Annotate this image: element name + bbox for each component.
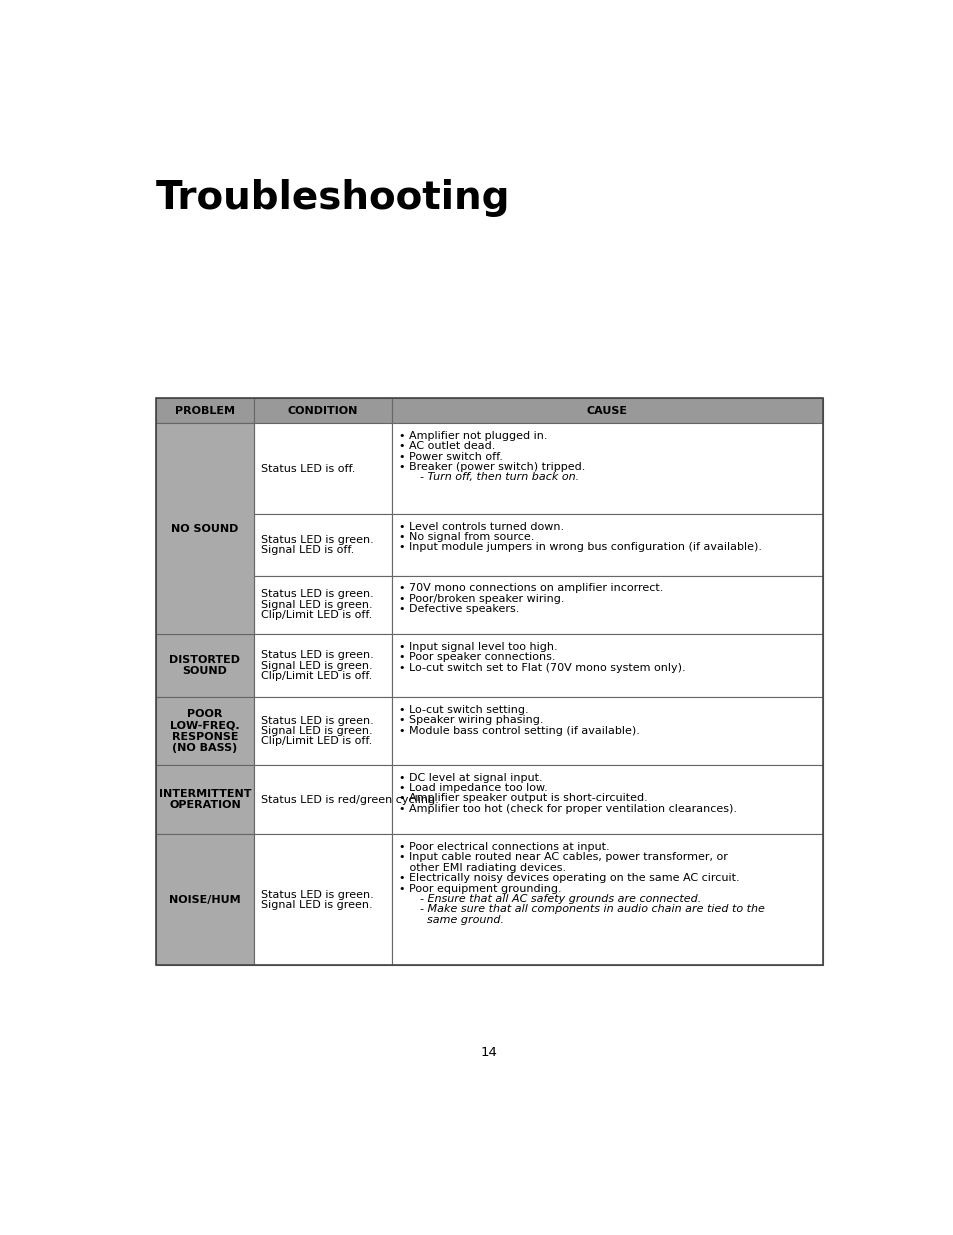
Text: • Lo-cut switch set to Flat (70V mono system only).: • Lo-cut switch set to Flat (70V mono sy… [398,662,685,673]
Text: • Input cable routed near AC cables, power transformer, or: • Input cable routed near AC cables, pow… [398,852,727,862]
Text: • Speaker wiring phasing.: • Speaker wiring phasing. [398,715,543,725]
Text: CONDITION: CONDITION [288,406,358,416]
Bar [155,424,253,514]
Text: POOR
LOW-FREQ.
RESPONSE
(NO BASS): POOR LOW-FREQ. RESPONSE (NO BASS) [170,709,239,753]
Bar [155,576,253,634]
Text: • Poor/broken speaker wiring.: • Poor/broken speaker wiring. [398,594,564,604]
Text: Status LED is green.: Status LED is green. [261,589,374,599]
Text: - Turn off, then turn back on.: - Turn off, then turn back on. [398,472,578,483]
Text: • Breaker (power switch) tripped.: • Breaker (power switch) tripped. [398,462,585,472]
Text: NO SOUND: NO SOUND [171,524,238,534]
Text: other EMI radiating devices.: other EMI radiating devices. [398,863,565,873]
Bar [392,764,822,835]
Text: • 70V mono connections on amplifier incorrect.: • 70V mono connections on amplifier inco… [398,583,662,593]
Text: • Poor equipment grounding.: • Poor equipment grounding. [398,883,561,894]
Bar [392,514,822,576]
Text: • Electrically noisy devices operating on the same AC circuit.: • Electrically noisy devices operating o… [398,873,739,883]
Text: 14: 14 [480,1046,497,1060]
Text: Troubleshooting: Troubleshooting [155,179,510,217]
Text: Status LED is red/green cycling.: Status LED is red/green cycling. [261,794,438,805]
Text: Clip/Limit LED is off.: Clip/Limit LED is off. [261,736,372,746]
Bar [155,835,253,966]
Bar [253,424,392,514]
Bar [392,698,822,764]
Text: NOISE/HUM: NOISE/HUM [169,894,240,905]
Bar [253,514,392,576]
Text: • Load impedance too low.: • Load impedance too low. [398,783,547,793]
Text: • Power switch off.: • Power switch off. [398,452,502,462]
Text: • AC outlet dead.: • AC outlet dead. [398,441,495,451]
Bar [392,399,822,424]
Text: CAUSE: CAUSE [586,406,627,416]
Bar [155,514,253,576]
Bar [155,634,253,698]
Text: • Amplifier speaker output is short-circuited.: • Amplifier speaker output is short-circ… [398,793,647,804]
Text: Signal LED is green.: Signal LED is green. [261,726,373,736]
Bar [253,634,392,698]
Text: • DC level at signal input.: • DC level at signal input. [398,773,542,783]
Bar [253,698,392,764]
Bar [392,634,822,698]
Text: Clip/Limit LED is off.: Clip/Limit LED is off. [261,610,372,620]
Bar [253,764,392,835]
Bar [392,835,822,966]
Text: • Level controls turned down.: • Level controls turned down. [398,521,563,531]
Text: Status LED is green.: Status LED is green. [261,889,374,899]
Text: • Amplifier not plugged in.: • Amplifier not plugged in. [398,431,547,441]
Text: Status LED is off.: Status LED is off. [261,463,355,473]
Text: Signal LED is green.: Signal LED is green. [261,900,373,910]
Bar [155,698,253,764]
Text: Status LED is green.: Status LED is green. [261,716,374,726]
Bar [155,764,253,835]
Text: PROBLEM: PROBLEM [174,406,234,416]
Text: Status LED is green.: Status LED is green. [261,651,374,661]
Text: • Input module jumpers in wrong bus configuration (if available).: • Input module jumpers in wrong bus conf… [398,542,761,552]
Text: • Defective speakers.: • Defective speakers. [398,604,518,614]
Text: DISTORTED
SOUND: DISTORTED SOUND [170,655,240,677]
Bar [392,424,822,514]
Bar [253,576,392,634]
Text: Status LED is green.: Status LED is green. [261,535,374,545]
Text: • Lo-cut switch setting.: • Lo-cut switch setting. [398,705,528,715]
Text: Signal LED is green.: Signal LED is green. [261,661,373,671]
Bar [155,424,253,634]
Bar [253,835,392,966]
Text: same ground.: same ground. [398,915,503,925]
Text: • Input signal level too high.: • Input signal level too high. [398,642,558,652]
Text: INTERMITTENT
OPERATION: INTERMITTENT OPERATION [158,789,251,810]
Text: • Module bass control setting (if available).: • Module bass control setting (if availa… [398,726,639,736]
Text: • Poor speaker connections.: • Poor speaker connections. [398,652,555,662]
Text: - Ensure that all AC safety grounds are connected.: - Ensure that all AC safety grounds are … [398,894,700,904]
Bar [253,399,392,424]
Bar [392,576,822,634]
Text: Signal LED is green.: Signal LED is green. [261,600,373,610]
Text: Signal LED is off.: Signal LED is off. [261,545,354,555]
Text: - Make sure that all components in audio chain are tied to the: - Make sure that all components in audio… [398,904,764,914]
Text: • No signal from source.: • No signal from source. [398,532,534,542]
Text: • Amplifier too hot (check for proper ventilation clearances).: • Amplifier too hot (check for proper ve… [398,804,737,814]
Bar [155,399,822,966]
Bar [155,399,253,424]
Text: • Poor electrical connections at input.: • Poor electrical connections at input. [398,842,609,852]
Text: Clip/Limit LED is off.: Clip/Limit LED is off. [261,671,372,680]
